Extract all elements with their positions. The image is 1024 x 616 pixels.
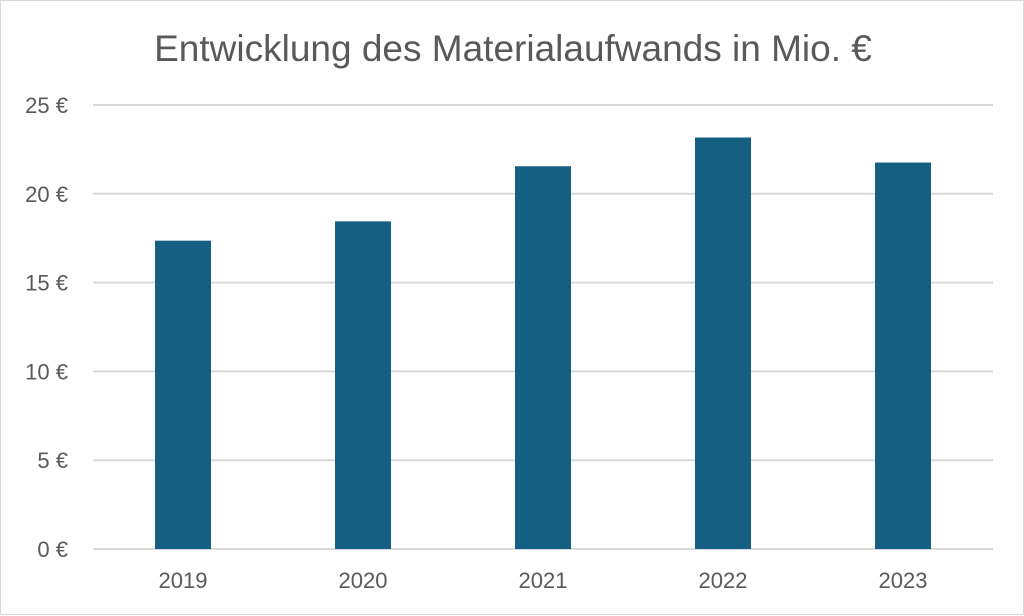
bar-2019 bbox=[155, 240, 211, 549]
y-tick-label: 20 € bbox=[25, 182, 68, 207]
y-tick-label: 5 € bbox=[37, 448, 68, 473]
x-tick-label: 2022 bbox=[699, 568, 748, 593]
bar-2023 bbox=[875, 162, 931, 549]
bar-2020 bbox=[335, 221, 391, 549]
y-tick-label: 15 € bbox=[25, 271, 68, 296]
chart-title: Entwicklung des Materialaufwands in Mio.… bbox=[154, 28, 872, 69]
x-tick-label: 2023 bbox=[879, 568, 928, 593]
x-tick-label: 2019 bbox=[159, 568, 208, 593]
bar-2022 bbox=[695, 137, 751, 549]
x-tick-label: 2020 bbox=[339, 568, 388, 593]
x-tick-label: 2021 bbox=[519, 568, 568, 593]
y-tick-label: 10 € bbox=[25, 359, 68, 384]
y-tick-label: 25 € bbox=[25, 93, 68, 118]
y-tick-label: 0 € bbox=[37, 537, 68, 562]
bar-2021 bbox=[515, 166, 571, 549]
